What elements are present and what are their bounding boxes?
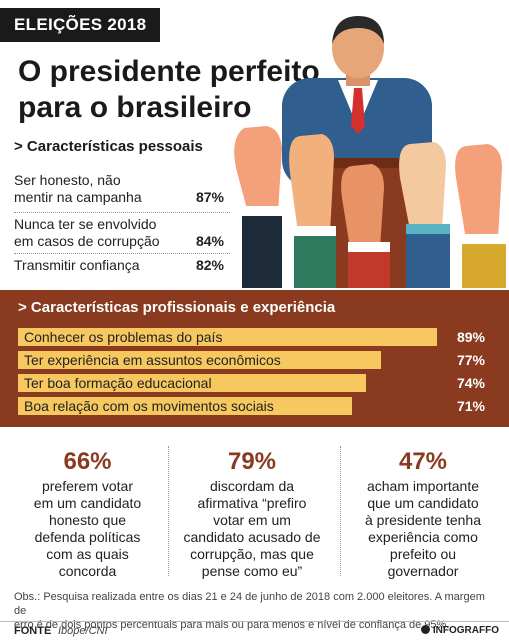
bar-label: Boa relação com os movimentos sociais — [24, 398, 274, 414]
note-line: erro é de dois pontos percentuais para m… — [14, 619, 450, 631]
stat-line: à presidente tenha — [365, 512, 481, 528]
bar-value-label: 74% — [456, 375, 485, 391]
candidate-illustration — [234, 16, 506, 288]
logo-text: INFOGRAFFO — [432, 625, 499, 636]
section-tag: ELEIÇÕES 2018 — [0, 8, 160, 42]
stat-line: votar em um — [213, 512, 291, 528]
trait-label-line1: Ser honesto, não — [14, 172, 121, 188]
bar-label: Ter experiência em assuntos econômicos — [24, 352, 281, 368]
bar-value-label: 89% — [456, 329, 485, 345]
bar-4 — [18, 397, 352, 415]
source-name: Ibope/CNI — [58, 625, 108, 637]
stat-line: concorda — [58, 563, 117, 579]
title-line-1: O presidente perfeito — [18, 55, 320, 88]
personal-trait-row: Nunca ter se envolvido em casos de corru… — [14, 216, 230, 250]
methodology-note: Obs.: Pesquisa realizada entre os dias 2… — [14, 590, 499, 632]
trait-label: Transmitir confiança — [14, 257, 140, 273]
professional-traits-heading: > Características profissionais e experi… — [18, 299, 336, 316]
bar-label: Conhecer os problemas do país — [24, 329, 223, 345]
stat-line: preferem votar — [41, 478, 134, 494]
stat-line: acham importante — [366, 478, 480, 494]
stat-description: acham importante que um candidato à pres… — [344, 478, 502, 580]
stat-percentage: 79% — [227, 448, 277, 475]
stat-percentage: 47% — [398, 448, 448, 475]
stat-block-3: 47% acham importante que um candidato à … — [344, 448, 502, 580]
stat-line: corrupção, mas que — [190, 546, 314, 562]
stat-divider — [340, 446, 341, 576]
stat-line: honesto que — [48, 512, 127, 528]
professional-traits-panel: > Características profissionais e experi… — [0, 290, 509, 427]
trait-label-line2: em casos de corrupção — [14, 233, 160, 249]
stat-line: experiência como — [368, 529, 478, 545]
stat-percentage: 66% — [63, 448, 112, 475]
personal-trait-row: Transmitir confiança 82% — [14, 257, 230, 274]
personal-trait-row: Ser honesto, não mentir na campanha 87% — [14, 172, 230, 206]
divider — [14, 253, 230, 254]
bar-3 — [18, 374, 366, 392]
bar-2 — [18, 351, 381, 369]
trait-value: 82% — [195, 257, 224, 273]
page-title: O presidente perfeito para o brasileiro — [18, 54, 338, 126]
trait-value: 87% — [195, 189, 224, 205]
stat-line: defenda políticas — [34, 529, 141, 545]
bar-value-label: 77% — [456, 352, 485, 368]
stat-block-2: 79% discordam da afirmativa “prefiro vot… — [172, 448, 332, 580]
trait-label-line2: mentir na campanha — [14, 189, 142, 205]
publisher-logo: INFOGRAFFO — [420, 625, 499, 636]
stat-line: com as quais — [46, 546, 129, 562]
trait-label: Nunca ter se envolvido em casos de corru… — [14, 216, 179, 250]
stat-block-1: 66% preferem votar em um candidato hones… — [10, 448, 165, 580]
stat-line: em um candidato — [33, 495, 142, 511]
logo-icon — [420, 625, 430, 634]
raised-hands — [234, 126, 506, 288]
note-line: Obs.: Pesquisa realizada entre os dias 2… — [14, 591, 485, 617]
stat-line: prefeito ou — [389, 546, 457, 562]
trait-label-line1: Nunca ter se envolvido — [14, 216, 157, 232]
trait-label: Ser honesto, não mentir na campanha — [14, 172, 179, 206]
candidate-figure — [282, 16, 432, 188]
stat-divider — [168, 446, 169, 576]
trait-value: 84% — [195, 233, 224, 249]
title-line-2: para o brasileiro — [18, 91, 252, 124]
stat-line: afirmativa “prefiro — [197, 495, 307, 511]
stat-description: preferem votar em um candidato honesto q… — [10, 478, 165, 580]
stat-line: discordam da — [209, 478, 295, 494]
stat-line: governador — [387, 563, 459, 579]
stat-line: candidato acusado de — [183, 529, 321, 545]
bar-1 — [18, 328, 437, 346]
footer: FONTE Ibope/CNI INFOGRAFFO — [0, 621, 509, 640]
stat-line: pense como eu” — [201, 563, 303, 579]
stat-line: que um candidato — [367, 495, 479, 511]
stat-description: discordam da afirmativa “prefiro votar e… — [172, 478, 332, 580]
bar-label: Ter boa formação educacional — [24, 375, 212, 391]
personal-traits-heading: > Características pessoais — [14, 138, 203, 155]
source-label: FONTE — [14, 625, 52, 637]
divider — [14, 212, 230, 213]
bar-value-label: 71% — [456, 398, 485, 414]
